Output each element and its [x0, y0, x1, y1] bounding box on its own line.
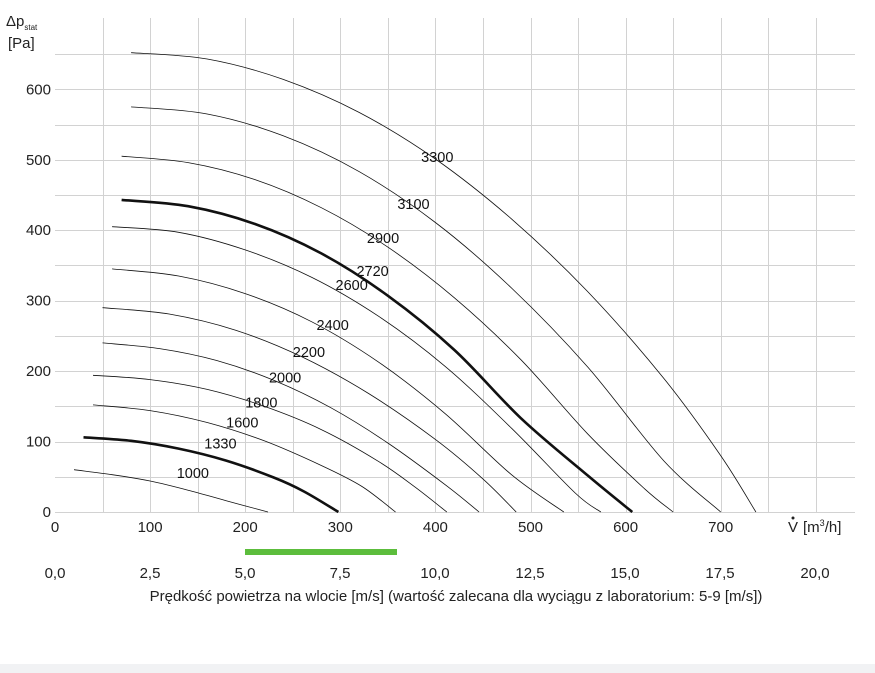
x-axis-symbol-dot — [791, 516, 795, 520]
y-tick-label: 100 — [26, 434, 51, 451]
velocity-tick-label: 12,5 — [515, 565, 544, 582]
fan-curve-2720 — [121, 198, 634, 514]
fan-curve-3100 — [131, 106, 721, 513]
x-axis-unit-end: /h] — [825, 519, 842, 536]
y-axis-symbol: Δp — [6, 13, 24, 30]
y-axis-subscript: stat — [24, 23, 38, 32]
bottom-strip — [0, 664, 875, 673]
fan-curve-1800 — [92, 374, 448, 513]
curve-label-1800: 1800 — [245, 396, 277, 412]
curve-label-1000: 1000 — [177, 466, 209, 482]
fan-curve-1600 — [92, 404, 396, 513]
x-tick-label: 400 — [423, 519, 448, 536]
fan-curve-1330 — [83, 436, 340, 514]
y-axis-title: Δpstat — [6, 13, 38, 32]
curve-label-2720: 2720 — [356, 264, 388, 280]
curve-label-2900: 2900 — [367, 231, 399, 247]
fan-curve-3300 — [131, 52, 757, 513]
y-tick-label: 200 — [26, 363, 51, 380]
curve-label-2600: 2600 — [336, 278, 368, 294]
velocity-tick-label: 10,0 — [420, 565, 449, 582]
curve-label-2000: 2000 — [269, 370, 301, 386]
velocity-tick-label: 0,0 — [45, 565, 66, 582]
fan-curve-2400 — [112, 268, 565, 513]
curve-label-2200: 2200 — [293, 345, 325, 361]
fan-curve-2900 — [121, 155, 674, 513]
velocity-axis-title: Prędkość powietrza na wlocie [m/s] (wart… — [150, 588, 763, 605]
y-axis-unit: [Pa] — [8, 35, 35, 52]
fan-curve-2200 — [102, 307, 517, 513]
x-axis-unit: [m3/h] — [803, 518, 841, 536]
x-axis-unit-start: [m — [803, 519, 820, 536]
velocity-tick-label: 17,5 — [705, 565, 734, 582]
plot-grid — [55, 18, 855, 513]
velocity-tick-label: 7,5 — [330, 565, 351, 582]
x-tick-label: 200 — [233, 519, 258, 536]
curve-label-3300: 3300 — [421, 150, 453, 166]
y-tick-label: 0 — [43, 504, 51, 521]
fan-curve-2600 — [112, 226, 602, 513]
curve-label-1330: 1330 — [204, 437, 236, 453]
x-axis-title: V [m3/h] — [788, 516, 841, 536]
x-axis-symbol: V — [788, 519, 798, 536]
velocity-tick-label: 2,5 — [140, 565, 161, 582]
curve-label-3100: 3100 — [397, 197, 429, 213]
fan-curve-2000 — [102, 342, 480, 513]
x-tick-label: 100 — [138, 519, 163, 536]
fan-curve-1000 — [73, 469, 269, 513]
velocity-tick-label: 5,0 — [235, 565, 256, 582]
y-tick-label: 300 — [26, 293, 51, 310]
x-tick-label: 500 — [518, 519, 543, 536]
curve-label-1600: 1600 — [226, 415, 258, 431]
recommended-velocity-bar — [245, 549, 397, 555]
y-tick-label: 600 — [26, 81, 51, 98]
x-tick-label: 600 — [613, 519, 638, 536]
velocity-tick-label: 20,0 — [800, 565, 829, 582]
axes: Δpstat [Pa] V [m3/h] 0 100 200 300 400 500 600… — [6, 13, 841, 536]
x-tick-label: 700 — [708, 519, 733, 536]
velocity-scale: 0,0 2,5 5,0 7,5 10,0 12,5 15,0 17,5 20,0 — [45, 549, 830, 582]
x-tick-label: 0 — [51, 519, 59, 536]
x-axis-unit-sup: 3 — [820, 518, 825, 528]
x-tick-label: 300 — [328, 519, 353, 536]
y-tick-label: 500 — [26, 152, 51, 169]
y-tick-label: 400 — [26, 222, 51, 239]
velocity-tick-label: 15,0 — [610, 565, 639, 582]
fan-curves — [73, 52, 757, 514]
curve-label-2400: 2400 — [317, 318, 349, 334]
